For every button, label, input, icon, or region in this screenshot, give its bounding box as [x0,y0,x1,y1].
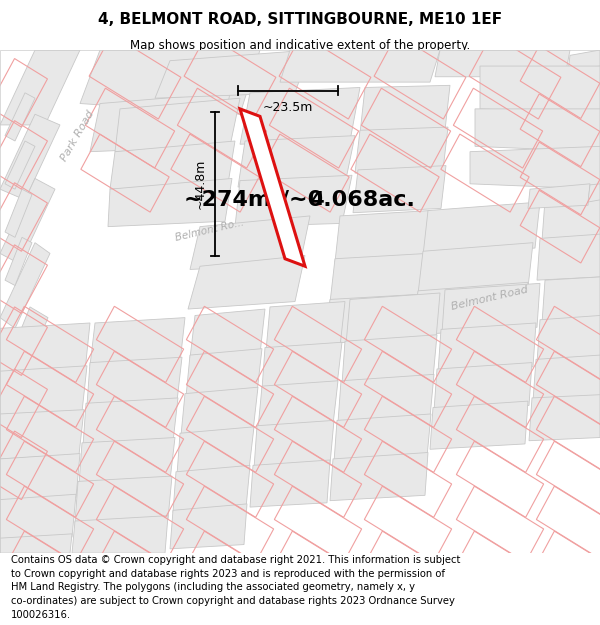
Text: Belmont Ro...: Belmont Ro... [175,217,245,242]
Polygon shape [334,414,431,462]
Polygon shape [0,323,90,374]
Text: ~44.8m: ~44.8m [194,159,207,209]
Polygon shape [254,421,334,469]
Polygon shape [542,277,600,323]
Polygon shape [0,494,76,540]
Polygon shape [80,50,260,114]
Polygon shape [360,86,450,134]
Polygon shape [90,318,185,366]
Polygon shape [190,216,310,269]
Polygon shape [5,141,35,189]
Polygon shape [79,438,175,484]
Text: Belmont Road: Belmont Road [451,284,529,312]
Polygon shape [588,184,600,202]
Polygon shape [266,301,345,351]
Polygon shape [338,374,434,423]
Polygon shape [434,362,532,411]
Polygon shape [335,211,430,262]
Polygon shape [0,454,80,502]
Polygon shape [537,234,600,280]
Polygon shape [470,146,600,189]
Polygon shape [258,381,338,429]
Polygon shape [0,50,80,125]
Polygon shape [423,202,540,256]
Polygon shape [342,335,437,384]
Polygon shape [250,460,330,507]
Polygon shape [5,93,35,141]
Polygon shape [529,395,600,441]
Polygon shape [108,179,232,227]
Polygon shape [0,494,38,564]
Polygon shape [418,242,533,294]
Polygon shape [0,307,48,392]
Polygon shape [442,283,540,332]
Polygon shape [355,127,448,173]
Polygon shape [0,366,87,416]
Polygon shape [115,98,240,152]
Polygon shape [528,184,590,208]
Polygon shape [90,93,230,152]
Polygon shape [235,175,352,227]
Polygon shape [438,323,536,372]
Polygon shape [238,136,355,187]
Polygon shape [170,504,247,549]
Polygon shape [87,357,182,406]
Polygon shape [72,516,168,553]
Polygon shape [240,88,360,144]
Polygon shape [173,466,250,512]
Polygon shape [430,401,528,449]
Polygon shape [435,50,570,77]
Polygon shape [325,294,424,343]
Polygon shape [5,238,32,286]
Polygon shape [0,534,72,553]
Polygon shape [155,50,310,98]
Polygon shape [177,427,254,475]
Text: ~274m²/~0.068ac.: ~274m²/~0.068ac. [184,190,416,210]
Polygon shape [0,371,45,457]
Polygon shape [181,388,258,436]
Polygon shape [186,349,262,397]
Polygon shape [475,109,600,152]
Polygon shape [188,256,305,309]
Polygon shape [537,316,600,362]
Polygon shape [346,293,440,344]
Text: Map shows position and indicative extent of the property.: Map shows position and indicative extent… [130,39,470,52]
Polygon shape [0,409,84,459]
Polygon shape [533,355,600,401]
Polygon shape [568,50,600,71]
Polygon shape [480,66,600,114]
Text: Contains OS data © Crown copyright and database right 2021. This information is : Contains OS data © Crown copyright and d… [11,555,460,619]
Text: 4: 4 [310,191,323,209]
Polygon shape [280,50,440,82]
Polygon shape [83,398,178,446]
Text: Park Road: Park Road [59,109,97,162]
Polygon shape [542,196,600,241]
Polygon shape [190,309,265,358]
Polygon shape [0,114,60,200]
Polygon shape [240,109,305,266]
Polygon shape [110,141,235,189]
Text: 4, BELMONT ROAD, SITTINGBOURNE, ME10 1EF: 4, BELMONT ROAD, SITTINGBOURNE, ME10 1EF [98,12,502,28]
Polygon shape [0,436,42,521]
Polygon shape [330,452,428,501]
Polygon shape [413,282,528,335]
Text: ~23.5m: ~23.5m [263,101,313,114]
Polygon shape [5,189,32,238]
Polygon shape [75,476,172,523]
Polygon shape [0,179,55,264]
Polygon shape [0,242,50,328]
Polygon shape [262,342,342,389]
Polygon shape [330,253,428,302]
Polygon shape [353,166,446,212]
